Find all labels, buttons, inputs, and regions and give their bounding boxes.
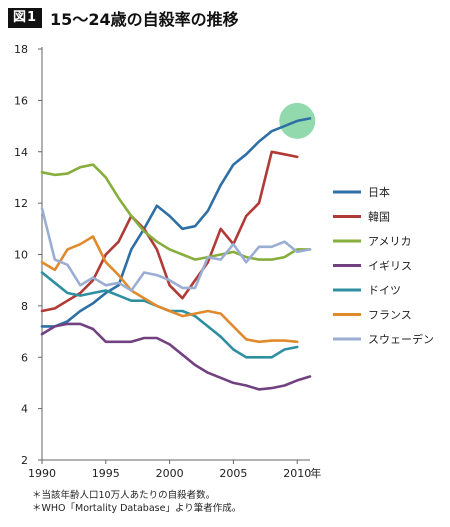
footnote-1: ＊当該年齢人口10万人あたりの自殺者数。 — [32, 490, 216, 501]
y-tick-label: 8 — [21, 300, 28, 313]
y-tick-label: 18 — [14, 43, 28, 56]
y-tick-label: 2 — [21, 454, 28, 467]
figure-label: 図1 — [8, 8, 43, 28]
x-tick-label: 2000 — [156, 467, 184, 480]
y-tick-label: 12 — [14, 197, 28, 210]
footnote-2: ＊WHO「Mortality Database」より筆者作成。 — [32, 503, 242, 514]
series-line-0 — [40, 117, 312, 328]
series-line-6 — [40, 207, 312, 292]
x-unit-label: 年 — [310, 466, 321, 480]
x-tick-label: 2010 — [283, 467, 311, 480]
y-tick-label: 4 — [21, 403, 28, 416]
legend-label-3: イギリス — [368, 260, 412, 273]
figure-header: 図1 15〜24歳の自殺率の推移 — [8, 6, 239, 30]
series-line-3 — [40, 322, 312, 391]
y-tick-label: 6 — [21, 351, 28, 364]
y-tick-label: 10 — [14, 249, 28, 262]
x-tick-label: 2005 — [219, 467, 247, 480]
series-line-5 — [40, 235, 299, 344]
legend-label-2: アメリカ — [368, 235, 411, 248]
series-line-2 — [40, 163, 312, 261]
legend-label-6: スウェーデン — [368, 332, 434, 346]
y-tick-label: 14 — [14, 146, 28, 159]
y-tick-label: 16 — [14, 94, 28, 107]
footnotes: ＊当該年齢人口10万人あたりの自殺者数。 ＊WHO「Mortality Data… — [32, 489, 241, 515]
chart-title: 15〜24歳の自殺率の推移 — [50, 10, 239, 29]
legend-label-5: フランス — [368, 309, 412, 322]
legend-label-0: 日本 — [368, 185, 390, 199]
legend-label-4: ドイツ — [368, 284, 401, 297]
x-tick-label: 1995 — [92, 467, 120, 480]
series-line-1 — [40, 150, 299, 313]
legend-label-1: 韓国 — [368, 211, 390, 224]
x-tick-label: 1990 — [28, 467, 56, 480]
